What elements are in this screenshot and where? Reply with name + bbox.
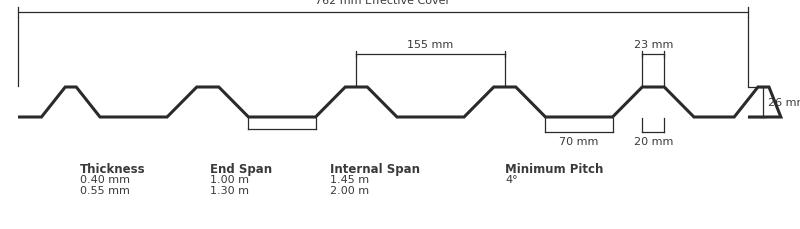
- Text: 70 mm: 70 mm: [559, 136, 598, 146]
- Text: 4°: 4°: [505, 174, 518, 184]
- Text: 155 mm: 155 mm: [407, 40, 454, 50]
- Text: 20 mm: 20 mm: [634, 136, 673, 146]
- Text: Minimum Pitch: Minimum Pitch: [505, 162, 603, 175]
- Text: 1.45 m: 1.45 m: [330, 174, 369, 184]
- Text: 0.55 mm: 0.55 mm: [80, 185, 130, 195]
- Text: 26 mm: 26 mm: [768, 98, 800, 108]
- Text: 1.30 m: 1.30 m: [210, 185, 249, 195]
- Text: End Span: End Span: [210, 162, 272, 175]
- Text: 2.00 m: 2.00 m: [330, 185, 369, 195]
- Text: 1.00 m: 1.00 m: [210, 174, 249, 184]
- Text: 762 mm Effective Cover: 762 mm Effective Cover: [315, 0, 450, 6]
- Text: 0.40 mm: 0.40 mm: [80, 174, 130, 184]
- Text: Internal Span: Internal Span: [330, 162, 420, 175]
- Text: Thickness: Thickness: [80, 162, 146, 175]
- Text: 23 mm: 23 mm: [634, 40, 673, 50]
